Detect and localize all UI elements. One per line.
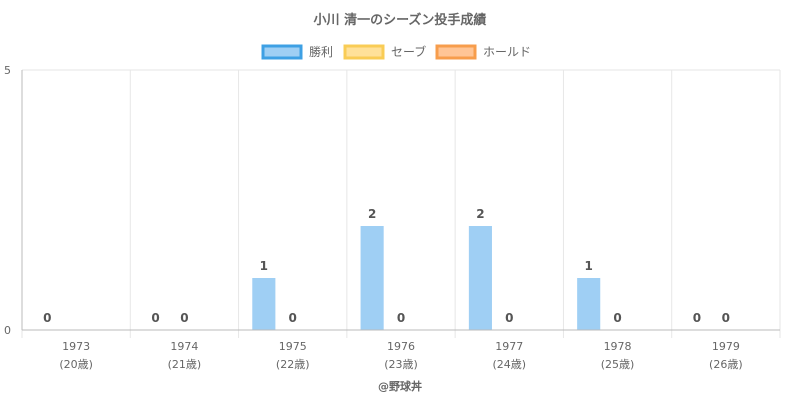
data-label-勝利-1976: 2 bbox=[368, 207, 376, 221]
legend-item-1[interactable]: 勝利 bbox=[261, 44, 333, 60]
legend-swatch bbox=[261, 44, 303, 60]
x-axis: 1973 (20歳) 1974 (21歳) 1975 (22歳) 1976 (23歳) 1977… bbox=[22, 329, 780, 371]
data-label-セーブ-1974: 0 bbox=[180, 311, 188, 325]
data-label-勝利-1979: 0 bbox=[693, 311, 701, 325]
data-label-勝利-1974: 0 bbox=[151, 311, 159, 325]
x-tick-sublabel: (24歳) bbox=[492, 358, 526, 371]
legend-label: ホールド bbox=[483, 45, 531, 59]
x-tick-label: 1973 bbox=[62, 340, 90, 353]
data-label-セーブ-1979: 0 bbox=[722, 311, 730, 325]
x-tick-sublabel: (21歳) bbox=[168, 358, 202, 371]
data-label-セーブ-1976: 0 bbox=[397, 311, 405, 325]
x-tick-sublabel: (20歳) bbox=[59, 358, 93, 371]
data-label-勝利-1973: 0 bbox=[43, 311, 51, 325]
data-label-セーブ-1978: 0 bbox=[613, 311, 621, 325]
legend[interactable]: 勝利 セーブ ホールド bbox=[261, 44, 531, 60]
data-label-勝利-1977: 2 bbox=[476, 207, 484, 221]
y-tick-label: 5 bbox=[4, 64, 11, 77]
data-label-セーブ-1977: 0 bbox=[505, 311, 513, 325]
data-label-セーブ-1975: 0 bbox=[289, 311, 297, 325]
data-label-勝利-1975: 1 bbox=[260, 259, 268, 273]
bar-勝利-1976 bbox=[360, 226, 384, 330]
y-axis: 05 bbox=[4, 64, 23, 337]
x-tick-label: 1975 bbox=[279, 340, 307, 353]
bar-勝利-1977 bbox=[468, 226, 492, 330]
data-label-勝利-1978: 1 bbox=[585, 259, 593, 273]
bar-勝利-1978 bbox=[577, 278, 601, 330]
legend-swatch bbox=[435, 44, 477, 60]
x-tick-sublabel: (26歳) bbox=[709, 358, 743, 371]
x-tick-sublabel: (25歳) bbox=[601, 358, 635, 371]
x-tick-label: 1979 bbox=[712, 340, 740, 353]
bars bbox=[252, 226, 601, 330]
grid bbox=[21, 69, 781, 338]
legend-label: 勝利 bbox=[309, 44, 333, 59]
x-tick-label: 1976 bbox=[387, 340, 415, 353]
y-tick-label: 0 bbox=[4, 324, 11, 337]
chart-title: 小川 清一のシーズン投手成績 bbox=[314, 12, 487, 28]
footer-credit: @野球丼 bbox=[378, 379, 422, 393]
legend-label: セーブ bbox=[391, 44, 426, 59]
x-tick-label: 1977 bbox=[495, 340, 523, 353]
bar-勝利-1975 bbox=[252, 278, 276, 330]
legend-item-3[interactable]: ホールド bbox=[435, 44, 531, 60]
bar-labels: 0 0 0 1 0 2 0 2 0 1 0 0 0 bbox=[43, 207, 730, 325]
x-tick-label: 1978 bbox=[604, 340, 632, 353]
x-tick-label: 1974 bbox=[170, 340, 198, 353]
x-tick-sublabel: (23歳) bbox=[384, 358, 418, 371]
legend-item-2[interactable]: セーブ bbox=[343, 44, 426, 60]
legend-swatch bbox=[343, 44, 385, 60]
x-tick-sublabel: (22歳) bbox=[276, 358, 310, 371]
